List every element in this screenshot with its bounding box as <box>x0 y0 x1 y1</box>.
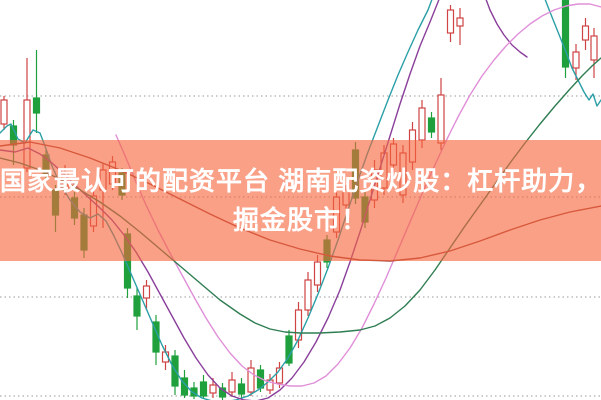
candle-up <box>0 96 8 130</box>
candle-down <box>133 288 141 330</box>
candle-down <box>427 112 436 138</box>
candle-up <box>590 28 598 78</box>
candle-up <box>294 302 303 348</box>
candle-up <box>581 18 590 50</box>
candle-down <box>561 0 570 78</box>
promo-banner-text-line2: 掘金股市！ <box>232 204 368 235</box>
MA-20-pink-line <box>115 3 601 387</box>
MA-10-purple-right-line <box>485 0 528 58</box>
promo-banner-text-line1: 国家最认可的配资平台 湖南配资炒股：杠杆助力， <box>0 165 601 196</box>
candle-up <box>572 44 580 80</box>
candle-down <box>32 50 41 133</box>
candle-down <box>190 382 198 399</box>
candle-up <box>446 5 455 42</box>
candle-down <box>199 375 208 399</box>
candle-up <box>247 360 255 396</box>
candle-down <box>152 315 160 365</box>
candle-down <box>237 378 246 398</box>
candle-up <box>142 280 151 310</box>
candle-up <box>304 272 312 316</box>
promo-banner: 国家最认可的配资平台 湖南配资炒股：杠杆助力， 掘金股市！ <box>0 140 601 261</box>
candle-up <box>313 255 322 292</box>
candle-up <box>456 8 464 45</box>
candle-up <box>228 372 236 397</box>
